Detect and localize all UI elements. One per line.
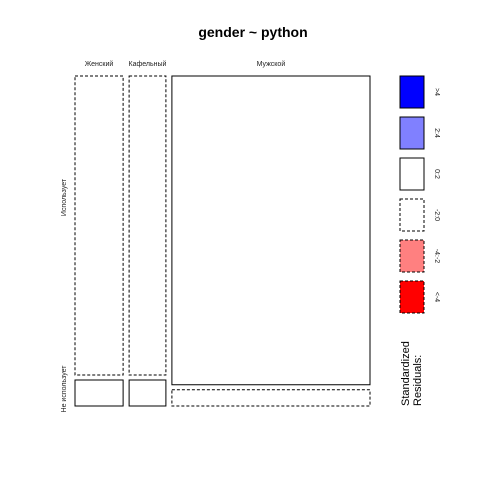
column-labels: Женский Кафельный Мужской xyxy=(85,60,286,68)
mosaic-tile xyxy=(75,380,123,406)
legend-title: Standardized xyxy=(400,341,412,406)
legend: >4 2:4 0:2 -2:0 -4:-2 <-4 Standardized Residual… xyxy=(400,76,440,406)
mosaic-tile xyxy=(75,76,123,375)
mosaic-tile xyxy=(129,380,166,406)
legend-swatch xyxy=(400,281,424,313)
column-label: Кафельный xyxy=(129,60,167,68)
row-labels: Использует Не использует xyxy=(61,178,68,412)
legend-label: <-4 xyxy=(433,292,440,302)
mosaic-tiles xyxy=(75,76,370,406)
mosaic-tile xyxy=(129,76,166,375)
row-label: Использует xyxy=(61,178,68,216)
legend-label: 0:2 xyxy=(433,169,440,179)
mosaic-tile xyxy=(172,76,370,385)
column-label: Женский xyxy=(85,60,114,68)
mosaic-tile xyxy=(172,390,370,406)
chart-title: gender ~ python xyxy=(198,24,307,40)
legend-swatch xyxy=(400,117,424,149)
legend-title: Residuals: xyxy=(412,355,424,406)
column-label: Мужской xyxy=(257,60,286,68)
legend-swatch xyxy=(400,240,424,272)
legend-label: 2:4 xyxy=(433,128,440,138)
row-label: Не использует xyxy=(61,365,68,413)
legend-swatch xyxy=(400,158,424,190)
legend-label: -4:-2 xyxy=(433,249,440,264)
legend-label: -2:0 xyxy=(433,209,440,221)
legend-label: >4 xyxy=(433,88,440,96)
legend-swatch xyxy=(400,199,424,231)
legend-swatch xyxy=(400,76,424,108)
